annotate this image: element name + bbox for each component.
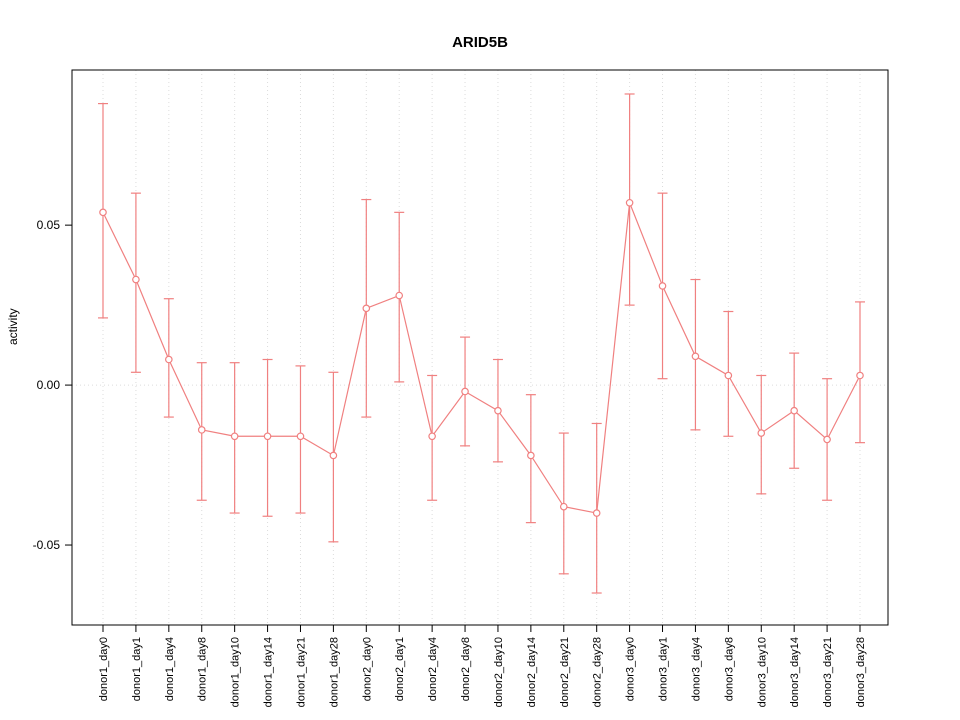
data-point bbox=[197, 426, 206, 434]
x-tick-label: donor3_day14 bbox=[789, 637, 801, 707]
data-point bbox=[461, 387, 469, 396]
x-tick-label: donor3_day21 bbox=[822, 637, 834, 707]
data-point bbox=[165, 355, 173, 364]
data-point bbox=[230, 432, 239, 441]
data-point bbox=[592, 509, 601, 517]
data-point bbox=[724, 371, 733, 380]
x-tick-label: donor2_day1 bbox=[394, 637, 406, 701]
x-tick-label: donor2_day10 bbox=[493, 637, 505, 707]
x-tick-label: donor1_day10 bbox=[230, 637, 242, 707]
x-tick-label: donor2_day8 bbox=[460, 637, 472, 701]
data-point bbox=[263, 432, 272, 441]
data-point bbox=[559, 502, 568, 511]
x-tick-label: donor2_day28 bbox=[592, 637, 604, 707]
data-point bbox=[856, 371, 864, 380]
x-tick-label: donor1_day1 bbox=[131, 637, 143, 701]
y-tick-label: 0.05 bbox=[37, 218, 61, 232]
data-point bbox=[132, 275, 140, 284]
x-tick-label: donor1_day14 bbox=[263, 637, 275, 707]
series-line bbox=[102, 202, 861, 514]
y-tick-label: -0.05 bbox=[33, 538, 61, 552]
data-point bbox=[296, 432, 305, 441]
x-tick-label: donor3_day4 bbox=[690, 637, 702, 701]
x-tick-label: donor2_day0 bbox=[361, 637, 373, 701]
data-point bbox=[691, 352, 700, 361]
plot-border bbox=[71, 69, 889, 626]
y-tick-label: 0.00 bbox=[37, 378, 61, 392]
x-tick-label: donor3_day1 bbox=[658, 637, 670, 701]
x-tick-label: donor1_day21 bbox=[295, 637, 307, 707]
x-tick-label: donor3_day28 bbox=[855, 637, 867, 707]
data-point bbox=[823, 435, 831, 444]
data-point bbox=[395, 291, 404, 300]
data-point bbox=[625, 198, 634, 207]
x-tick-label: donor1_day0 bbox=[98, 637, 110, 701]
x-tick-label: donor2_day21 bbox=[559, 637, 571, 707]
x-tick-label: donor1_day4 bbox=[164, 637, 176, 701]
data-point bbox=[329, 451, 338, 460]
x-tick-label: donor2_day14 bbox=[526, 637, 538, 707]
chart-title: ARID5B bbox=[452, 34, 508, 51]
data-point bbox=[494, 406, 502, 415]
data-point bbox=[99, 208, 107, 217]
x-tick-label: donor3_day8 bbox=[723, 637, 735, 701]
x-tick-label: donor3_day10 bbox=[756, 637, 768, 707]
data-point bbox=[362, 304, 371, 313]
x-tick-label: donor1_day28 bbox=[328, 637, 340, 707]
x-tick-label: donor2_day4 bbox=[427, 637, 439, 701]
data-point bbox=[527, 451, 535, 460]
data-point bbox=[658, 282, 667, 290]
x-tick-label: donor3_day0 bbox=[625, 637, 637, 701]
data-point bbox=[757, 429, 766, 437]
data-point bbox=[790, 406, 798, 415]
data-point bbox=[428, 432, 436, 441]
x-tick-label: donor1_day8 bbox=[197, 637, 209, 701]
